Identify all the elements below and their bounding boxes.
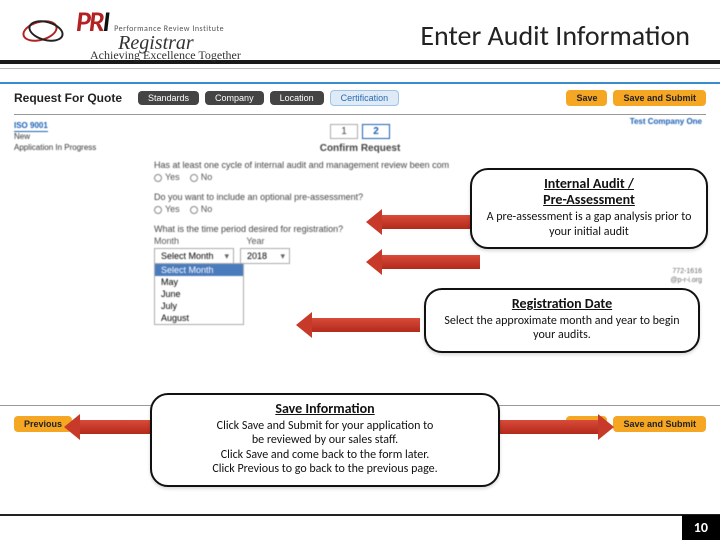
c3-l1: Click Save and Submit for your applicati… [164,419,486,433]
c1-body: A pre-assessment is a gap analysis prior… [484,210,694,239]
c3-l2: be reviewed by our sales staff. [164,433,486,447]
year-select-value: 2018 [247,251,267,261]
arrow-pre-assessment [380,255,480,269]
q2-yes-label: Yes [165,204,180,214]
footer-divider [0,514,720,516]
c1-title-a: Internal Audit / [544,175,634,192]
month-select-value: Select Month [161,251,214,261]
q1-yes-label: Yes [165,172,180,182]
dd-opt-may[interactable]: May [155,276,243,288]
step-1[interactable]: 1 [330,124,358,139]
c3-title: Save Information [164,401,486,417]
sidebar-line1: New [14,132,96,142]
test-company: Test Company One [630,117,702,126]
year-label: Year [246,236,264,246]
dd-header[interactable]: Select Month [155,264,243,276]
page-number: 10 [682,515,720,540]
form-screenshot: Request For Quote Standards Company Loca… [0,82,720,442]
q2-no-radio[interactable] [190,206,198,214]
sidebar-iso[interactable]: ISO 9001 [14,121,48,132]
q2-yes-radio[interactable] [154,206,162,214]
arrow-internal-audit [380,215,480,229]
callout-internal-audit: Internal Audit / Pre-Assessment A pre-as… [470,168,708,249]
step-2[interactable]: 2 [362,124,390,139]
q1-no-label: No [201,172,213,182]
callout-registration-date: Registration Date Select the approximate… [424,288,700,353]
page-title: Enter Audit Information [420,18,690,53]
month-select[interactable]: Select Month Select Month May June July … [154,248,234,264]
callout-save-information: Save Information Click Save and Submit f… [150,393,500,487]
arrow-previous [78,420,150,434]
contact-email: @p-r-i.org [670,276,702,285]
ss-sidebar: ISO 9001 New Application In Progress [14,121,96,153]
pri-logo-mark [18,15,66,47]
sidebar-line2: Application In Progress [14,143,96,153]
logo-pri: PRI [76,8,108,36]
ss-heading: Request For Quote [14,91,122,105]
confirm-request-label: Confirm Request [14,143,706,154]
dd-opt-august[interactable]: August [155,312,243,324]
logo-text: PRI Performance Review Institute Registr… [76,8,224,53]
contact-info: 772-1616 @p-r-i.org [670,267,702,285]
save-submit-button-bottom[interactable]: Save and Submit [613,416,706,432]
c2-body: Select the approximate month and year to… [438,314,686,343]
tab-certification[interactable]: Certification [330,90,400,106]
c3-l4: Click Previous to go back to the previou… [164,462,486,476]
contact-phone: 772-1616 [670,267,702,276]
year-select[interactable]: 2018 [240,248,290,264]
tab-location[interactable]: Location [270,91,324,105]
tab-standards[interactable]: Standards [138,91,199,105]
c2-title: Registration Date [438,296,686,312]
tab-company[interactable]: Company [205,91,264,105]
ss-topbar: Request For Quote Standards Company Loca… [0,82,720,112]
dd-opt-june[interactable]: June [155,288,243,300]
q1-yes-radio[interactable] [154,174,162,182]
save-button-top[interactable]: Save [566,90,607,106]
month-dropdown: Select Month May June July August [154,263,244,325]
header-divider [0,68,720,69]
slide-header: PRI Performance Review Institute Registr… [0,0,720,64]
c3-l3: Click Save and come back to the form lat… [164,448,486,462]
q1-no-radio[interactable] [190,174,198,182]
tagline: Achieving Excellence Together [90,48,241,63]
dd-opt-july[interactable]: July [155,300,243,312]
arrow-registration-date [310,318,420,332]
arrow-save [500,420,600,434]
q2-no-label: No [201,204,213,214]
month-label: Month [154,236,244,246]
save-submit-button-top[interactable]: Save and Submit [613,90,706,106]
c1-title-b: Pre-Assessment [543,191,635,208]
logo-area: PRI Performance Review Institute Registr… [18,8,224,53]
